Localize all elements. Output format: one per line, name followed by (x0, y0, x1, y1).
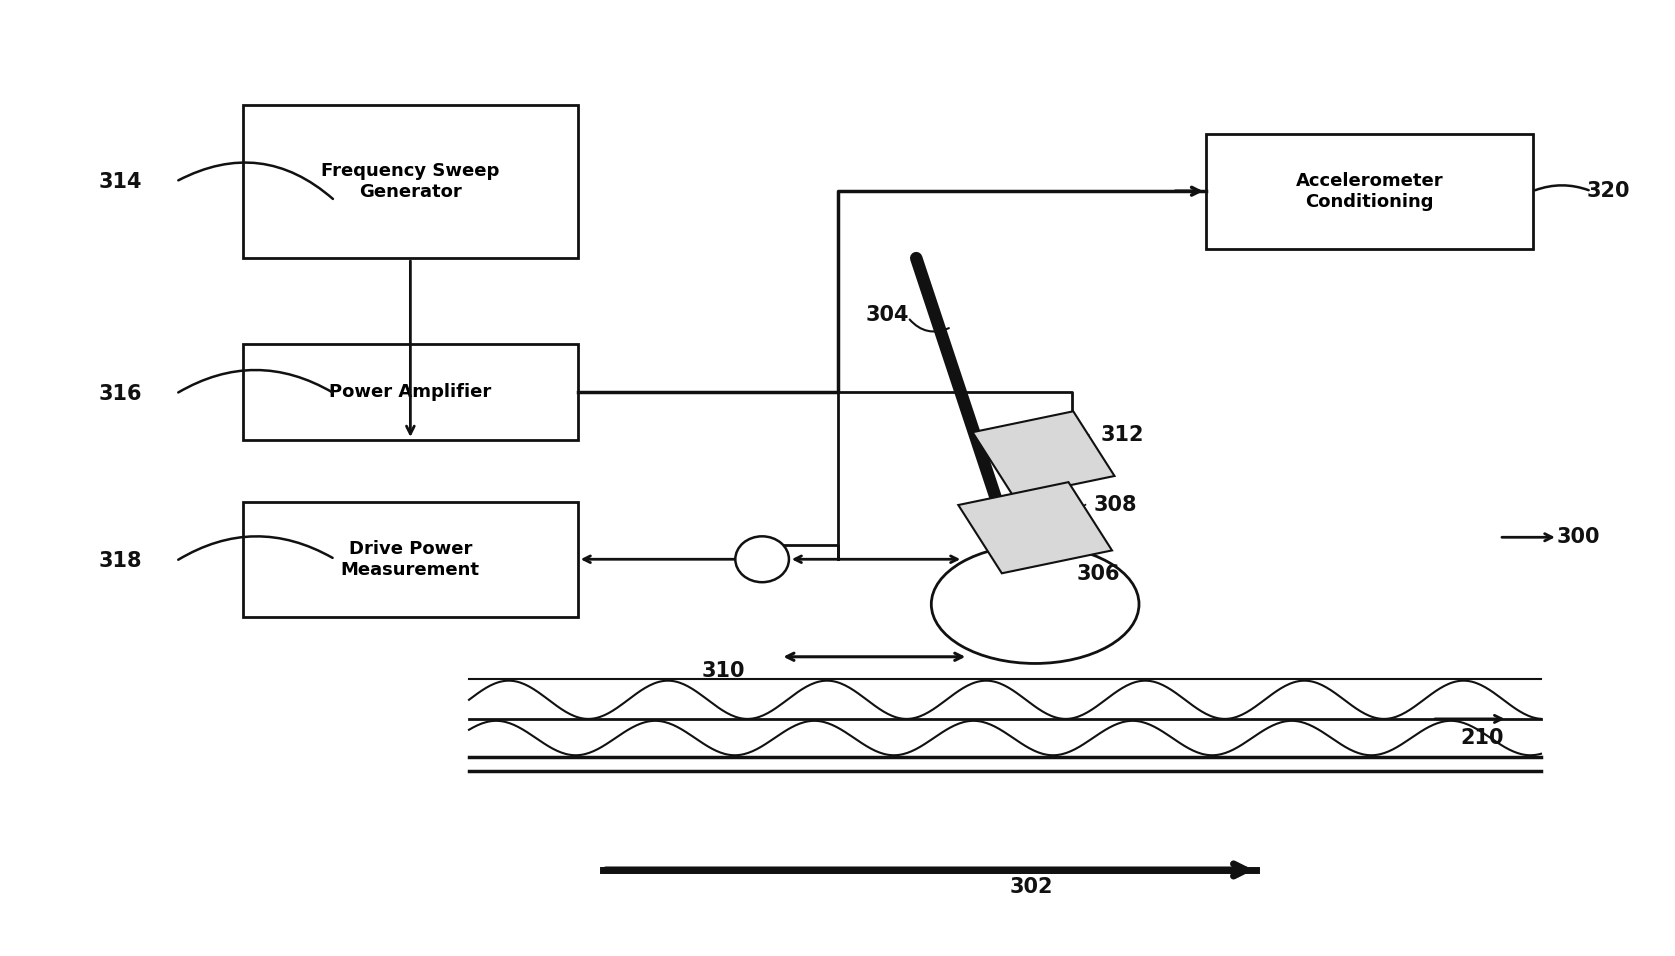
Text: 308: 308 (1094, 495, 1137, 514)
Ellipse shape (735, 536, 789, 582)
FancyBboxPatch shape (1206, 134, 1533, 249)
FancyBboxPatch shape (243, 344, 578, 440)
Text: 302: 302 (1010, 878, 1054, 897)
Polygon shape (958, 482, 1112, 574)
Text: 310: 310 (702, 662, 745, 681)
Text: 312: 312 (1100, 425, 1144, 445)
FancyBboxPatch shape (243, 502, 578, 617)
Text: 314: 314 (99, 172, 142, 191)
Polygon shape (973, 411, 1114, 497)
Text: Drive Power
Measurement: Drive Power Measurement (342, 540, 479, 578)
FancyBboxPatch shape (243, 105, 578, 258)
Circle shape (931, 545, 1139, 663)
Text: 306: 306 (1077, 564, 1121, 583)
Text: Accelerometer
Conditioning: Accelerometer Conditioning (1295, 172, 1444, 210)
Text: Frequency Sweep
Generator: Frequency Sweep Generator (322, 163, 499, 201)
Text: 210: 210 (1461, 728, 1504, 748)
Text: 316: 316 (99, 384, 142, 403)
Text: 320: 320 (1586, 182, 1630, 201)
Text: 304: 304 (866, 306, 910, 325)
Text: 318: 318 (99, 552, 142, 571)
Text: Power Amplifier: Power Amplifier (330, 383, 491, 401)
Text: 300: 300 (1556, 528, 1600, 547)
